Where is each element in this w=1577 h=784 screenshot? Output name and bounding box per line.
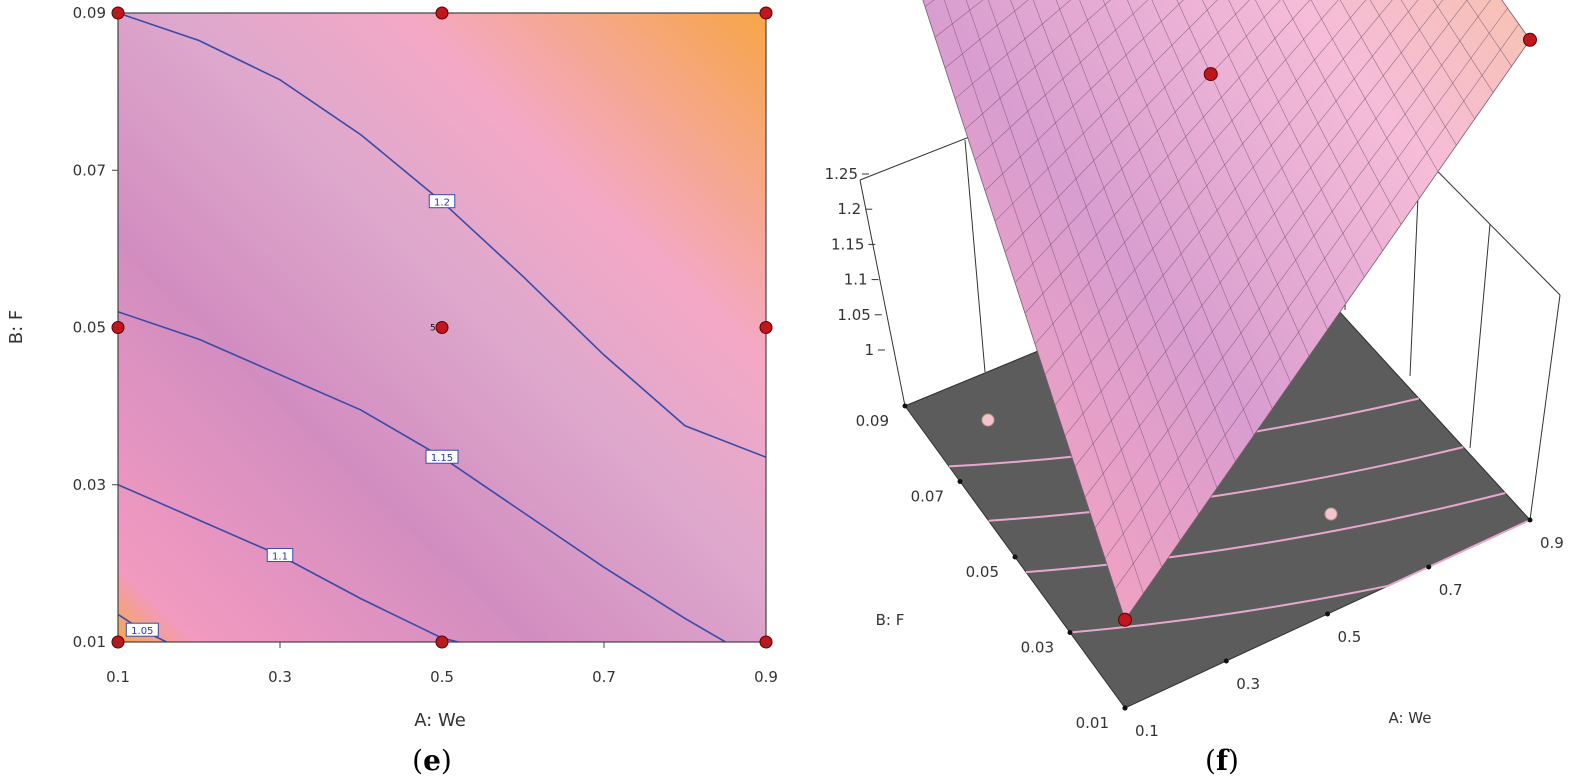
y-tick-label: 0.07 bbox=[73, 161, 106, 179]
y-tick-label: 0.01 bbox=[73, 633, 106, 651]
svg-text:1.2: 1.2 bbox=[434, 198, 450, 209]
z-tick-label: 1.1 bbox=[844, 271, 868, 289]
z-tick-label: 1.15 bbox=[831, 235, 864, 253]
x-axis-ticks: 0.1 0.3 0.5 0.7 0.9 bbox=[106, 642, 778, 686]
surface-design-point bbox=[1523, 32, 1537, 47]
b-axis-title: B: F bbox=[876, 611, 905, 629]
contour-labels: 1.05 1.1 1.15 1.2 bbox=[125, 194, 459, 637]
x-axis-title: A: We bbox=[414, 710, 466, 731]
surface-chart: 1 1.05 1.1 1.15 1.2 1.25 0.01 0.03 0.05 0.07 0.09… bbox=[825, 0, 1564, 740]
z-axis-ticks: 1 1.05 1.1 1.15 1.2 1.25 bbox=[825, 165, 885, 359]
contour-label: 1.15 bbox=[425, 449, 459, 464]
design-point bbox=[435, 321, 449, 334]
z-tick-label: 1 bbox=[864, 341, 874, 359]
x-tick-label: 0.9 bbox=[754, 668, 778, 686]
surface-design-point bbox=[1118, 612, 1132, 627]
point-count-label: 5 bbox=[430, 324, 436, 334]
svg-text:1.1: 1.1 bbox=[272, 552, 288, 563]
b-tick-label: 0.09 bbox=[856, 412, 889, 430]
surface-design-points bbox=[981, 32, 1537, 627]
panel-label-e: (e) bbox=[412, 744, 452, 777]
a-tick-label: 0.5 bbox=[1338, 628, 1362, 646]
y-tick-label: 0.03 bbox=[73, 476, 106, 494]
design-point bbox=[435, 6, 449, 20]
svg-text:1.05: 1.05 bbox=[131, 626, 153, 637]
x-tick-label: 0.3 bbox=[268, 668, 292, 686]
a-tick-label: 0.9 bbox=[1540, 534, 1564, 552]
hidden-design-point bbox=[1324, 507, 1338, 521]
panel-label-f: (f) bbox=[1205, 744, 1239, 777]
response-surface bbox=[922, 0, 1531, 621]
z-tick-label: 1.05 bbox=[837, 306, 870, 324]
a-axis-ticks: 0.1 0.3 0.5 0.7 0.9 bbox=[1122, 517, 1564, 740]
y-axis-ticks: 0.01 0.03 0.05 0.07 0.09 bbox=[73, 4, 118, 651]
design-point bbox=[759, 321, 773, 334]
design-point bbox=[759, 6, 773, 20]
y-tick-label: 0.05 bbox=[73, 319, 106, 337]
b-tick-label: 0.01 bbox=[1076, 714, 1109, 732]
hidden-design-point bbox=[981, 413, 995, 427]
floor-contour-line bbox=[1069, 519, 1531, 634]
y-tick-label: 0.09 bbox=[73, 4, 106, 22]
b-axis-ticks: 0.01 0.03 0.05 0.07 0.09 bbox=[856, 403, 1128, 732]
z-tick-label: 1.25 bbox=[825, 165, 858, 183]
surface-design-point bbox=[1203, 67, 1218, 82]
a-tick-label: 0.3 bbox=[1236, 675, 1260, 693]
x-tick-label: 0.1 bbox=[106, 668, 130, 686]
svg-text:1.15: 1.15 bbox=[431, 453, 453, 464]
b-tick-label: 0.05 bbox=[966, 563, 999, 581]
contour-chart: 1.051.11.151.2 5 0.1 0.3 0.5 0.7 0.9 0.010.0… bbox=[6, 4, 778, 731]
a-axis-title: A: We bbox=[1388, 709, 1431, 727]
surface-mesh bbox=[924, 0, 1520, 594]
a-tick-label: 0.1 bbox=[1135, 722, 1159, 740]
y-axis-title: B: F bbox=[6, 310, 27, 345]
contour-label: 1.05 bbox=[125, 622, 159, 637]
contour-label: 1.2 bbox=[428, 194, 456, 209]
z-tick-label: 1.2 bbox=[837, 200, 861, 218]
contour-label: 1.1 bbox=[266, 548, 294, 563]
b-tick-label: 0.03 bbox=[1021, 639, 1054, 657]
floor-contour-line bbox=[988, 446, 1464, 522]
b-tick-label: 0.07 bbox=[911, 488, 944, 506]
x-tick-label: 0.7 bbox=[592, 668, 616, 686]
x-tick-label: 0.5 bbox=[430, 668, 454, 686]
a-tick-label: 0.7 bbox=[1439, 581, 1463, 599]
